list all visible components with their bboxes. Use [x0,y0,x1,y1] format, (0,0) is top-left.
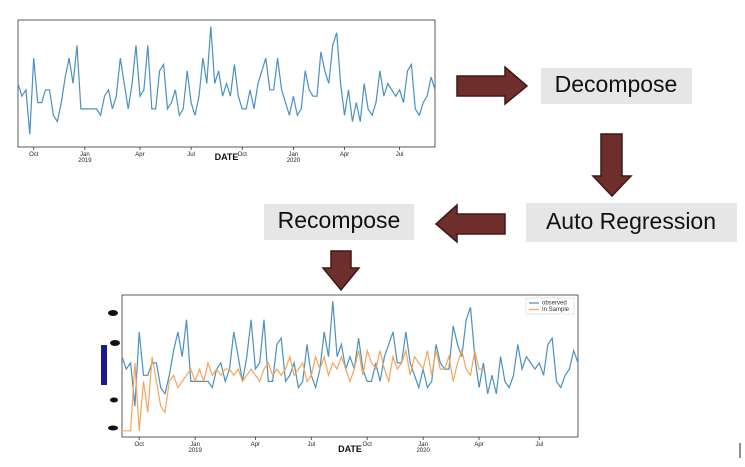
legend-label: In Sample [542,307,570,313]
x-tick-label: Oct [135,442,145,448]
x-tick-label: Jul [396,152,404,158]
x-tick-label: Jul [307,442,315,448]
line-series [121,301,579,407]
line-series [122,348,484,432]
plot-frame [121,294,579,438]
node-label: Recompose [278,207,401,233]
x-tick-label: Jan 2019 [188,442,202,454]
arrow [434,203,506,244]
arrow [456,65,529,106]
arrow [321,250,361,292]
axis-artifact [101,310,120,431]
x-tick-label: Jul [535,442,543,448]
x-tick-label: Jan 2020 [287,152,301,164]
x-tick-label: Jan 2019 [78,152,92,164]
x-tick-label: Apr [135,152,144,158]
node-box [526,203,737,242]
x-tick-label: Oct [29,152,39,158]
x-axis-label: DATE [215,152,239,162]
x-tick-label: Jan 2020 [416,442,430,454]
x-axis-label: DATE [338,444,362,454]
x-tick-label: Jul [187,152,195,158]
node-box [541,68,692,104]
node-label: Decompose [555,71,678,97]
x-tick-label: Apr [474,442,483,448]
node-box [264,204,414,240]
node-label: Auto Regression [546,208,716,234]
line-series [17,26,436,135]
x-tick-label: Apr [251,442,260,448]
x-tick-label: Oct [363,442,373,448]
x-tick-label: Apr [340,152,349,158]
legend-label: observed [542,301,567,307]
x-tick-label: Oct [238,152,248,158]
arrow [591,133,633,198]
